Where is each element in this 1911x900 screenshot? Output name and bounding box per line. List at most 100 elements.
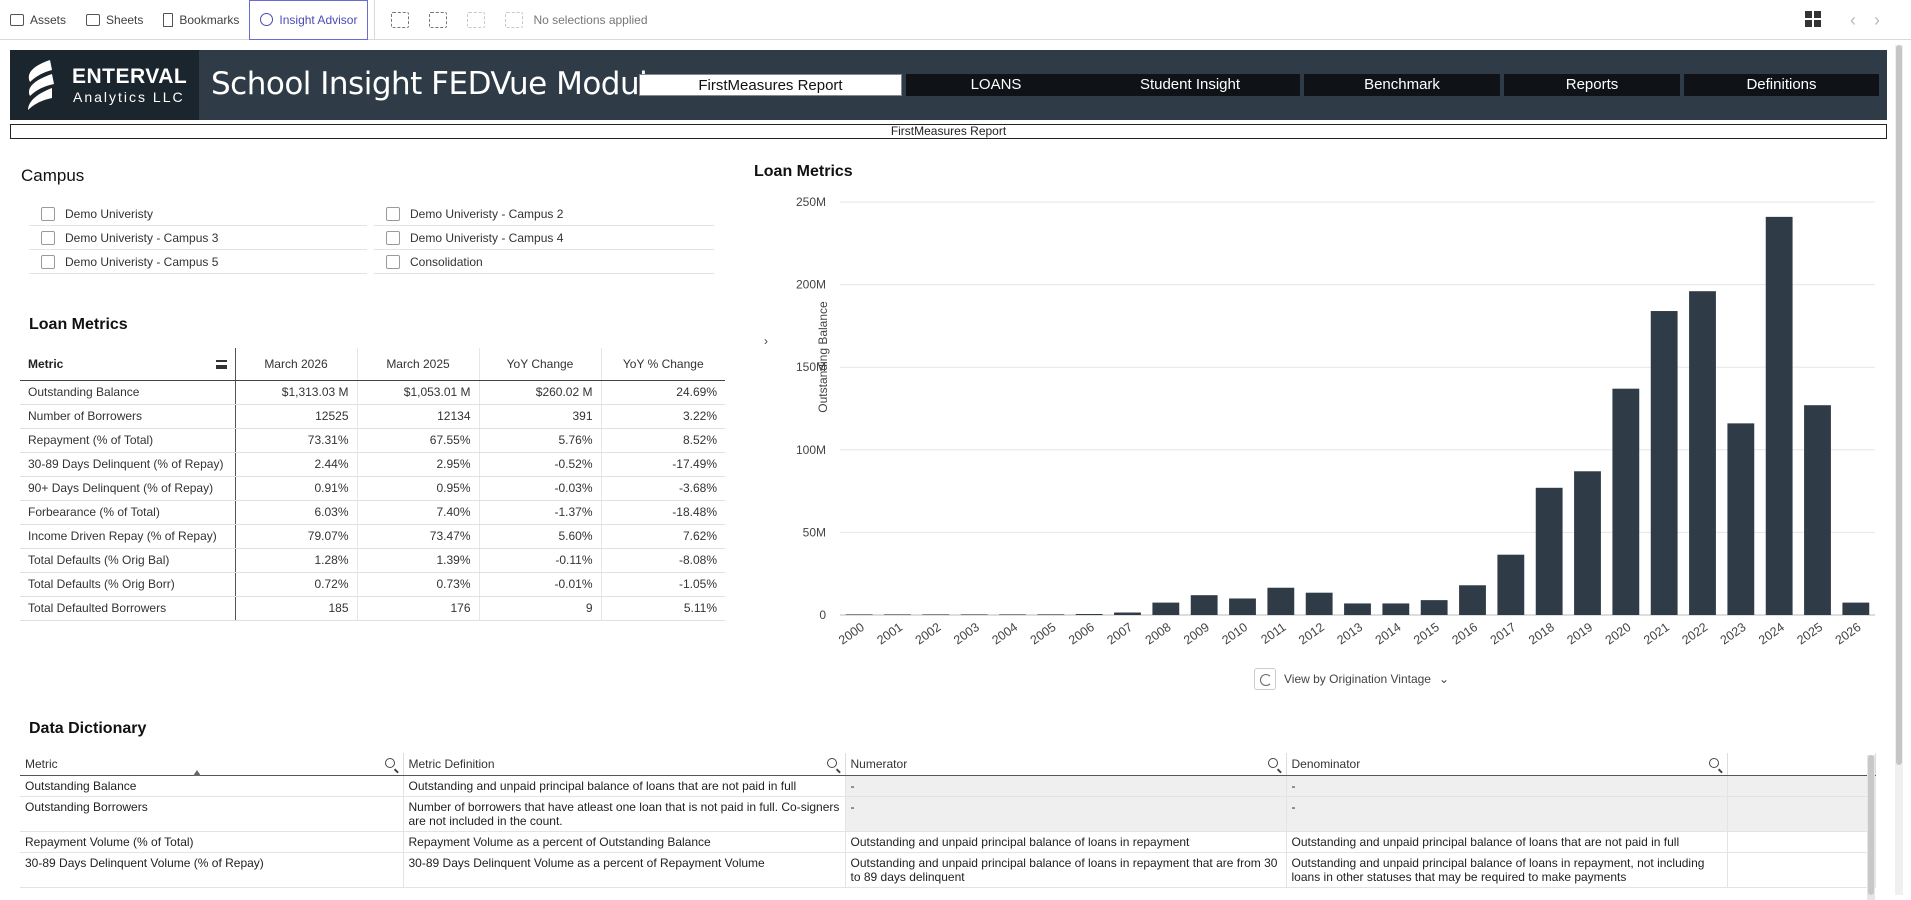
nav-firstmeasures-report[interactable]: FirstMeasures Report (639, 74, 902, 96)
search-icon[interactable] (384, 758, 395, 768)
checkbox[interactable] (41, 254, 55, 269)
table-header-row: Metric Metric Definition Numerator Denom… (20, 753, 1876, 776)
table-row[interactable]: Total Defaults (% Orig Bal) 1.28% 1.39% -0.… (20, 548, 725, 573)
chart-bar[interactable] (1574, 471, 1601, 615)
clear-selections-icon[interactable] (505, 11, 524, 28)
insight-advisor-button[interactable]: Insight Advisor (249, 0, 369, 40)
chart-bar[interactable] (845, 614, 873, 615)
chart-bar[interactable] (1497, 554, 1525, 615)
menu-icon[interactable] (215, 360, 227, 369)
metric-value-cell: -0.11% (478, 548, 601, 573)
bookmarks-button[interactable]: Bookmarks (153, 0, 249, 40)
search-icon[interactable] (826, 758, 837, 768)
chart-bar[interactable] (884, 614, 911, 615)
checkbox[interactable] (386, 230, 400, 245)
table-row[interactable]: Repayment Volume (% of Total) Repayment V… (20, 831, 1876, 853)
table-row[interactable]: Outstanding Borrowers Number of borrowers… (20, 796, 1876, 832)
x-tick-label: 2005 (1028, 620, 1059, 647)
table-row[interactable]: Outstanding Balance Outstanding and unpai… (20, 775, 1876, 797)
column-header-yoy-pct-change[interactable]: YoY % Change (600, 348, 725, 381)
table-scrollbar[interactable] (1867, 755, 1875, 900)
chart-bar[interactable] (1267, 587, 1295, 615)
checkbox[interactable] (41, 206, 55, 221)
chart-bar[interactable] (1190, 595, 1218, 615)
checkbox[interactable] (41, 230, 55, 245)
table-row[interactable]: Number of Borrowers 12525 12134 391 3.22% (20, 404, 725, 429)
nav-benchmark[interactable]: Benchmark (1304, 74, 1500, 96)
campus-option[interactable]: Demo Univeristy - Campus 4 (374, 226, 714, 250)
previous-sheet-icon[interactable]: ‹ (1850, 9, 1856, 30)
table-row[interactable]: Forbearance (% of Total) 6.03% 7.40% -1.37%… (20, 500, 725, 525)
column-header-march-2026[interactable]: March 2026 (234, 348, 357, 381)
chevron-right-icon[interactable]: › (764, 334, 768, 348)
table-row[interactable]: 30-89 Days Delinquent Volume (% of Repay… (20, 852, 1876, 888)
nav-loans[interactable]: LOANS (906, 74, 1086, 96)
sort-ascending-icon[interactable] (193, 769, 201, 776)
campus-option[interactable]: Demo Univeristy - Campus 5 (29, 250, 367, 274)
column-header-march-2025[interactable]: March 2025 (356, 348, 479, 381)
chart-bar[interactable] (1689, 291, 1716, 615)
metric-value-cell: 24.69% (600, 380, 725, 405)
dictionary-definition-cell: 30-89 Days Delinquent Volume as a percen… (403, 852, 846, 888)
chart-bar[interactable] (1804, 405, 1831, 615)
table-row[interactable]: 90+ Days Delinquent (% of Repay) 0.91% 0.9… (20, 476, 725, 501)
metric-value-cell: 5.76% (478, 428, 601, 453)
chart-bar[interactable] (1727, 423, 1755, 615)
chart-bar[interactable] (1344, 603, 1371, 615)
chart-bar[interactable] (1229, 598, 1256, 615)
chart-bar[interactable] (1535, 487, 1563, 615)
view-by-dropdown[interactable]: View by Origination Vintage ⌄ (1254, 668, 1449, 690)
next-sheet-icon[interactable]: › (1874, 9, 1880, 30)
table-row[interactable]: Total Defaults (% Orig Borr) 0.72% 0.73% -0… (20, 572, 725, 597)
nav-reports[interactable]: Reports (1504, 74, 1680, 96)
campus-option[interactable]: Demo Univeristy - Campus 3 (29, 226, 367, 250)
chart-bar[interactable] (1152, 602, 1180, 615)
search-icon[interactable] (1267, 758, 1278, 768)
nav-student-insight[interactable]: Student Insight (1080, 74, 1300, 96)
chart-bar[interactable] (1459, 585, 1486, 615)
lasso-select-icon[interactable] (429, 11, 448, 28)
column-header-definition[interactable]: Metric Definition (403, 753, 846, 776)
chart-bar[interactable] (960, 614, 988, 615)
assets-button[interactable]: Assets (0, 0, 76, 40)
chart-bar[interactable] (1114, 612, 1141, 615)
table-row[interactable]: Income Driven Repay (% of Repay) 79.07% 73… (20, 524, 725, 549)
grid-menu-icon[interactable] (1805, 11, 1821, 27)
checkbox[interactable] (386, 254, 400, 269)
table-row[interactable]: 30-89 Days Delinquent (% of Repay) 2.44% 2… (20, 452, 725, 477)
column-header-label: Metric Definition (408, 756, 495, 771)
chart-bar[interactable] (1612, 388, 1640, 615)
column-header-yoy-change[interactable]: YoY Change (478, 348, 601, 381)
table-row[interactable]: Outstanding Balance $1,313.03 M $1,053.01 … (20, 380, 725, 405)
column-header-metric[interactable]: Metric (20, 753, 404, 776)
chart-bar[interactable] (922, 614, 950, 615)
campus-option[interactable]: Demo Univeristy (29, 202, 367, 226)
table-row[interactable]: Total Defaulted Borrowers 185 176 9 5.11% (20, 596, 725, 621)
nav-definitions[interactable]: Definitions (1684, 74, 1879, 96)
cycle-dimension-icon[interactable] (1254, 668, 1276, 690)
smart-search-icon[interactable] (391, 11, 410, 28)
table-row[interactable]: Repayment (% of Total) 73.31% 67.55% 5.76% 8… (20, 428, 725, 453)
chart-bar[interactable] (1037, 614, 1065, 615)
search-icon[interactable] (1708, 758, 1719, 768)
page-scrollbar[interactable] (1895, 45, 1903, 895)
x-tick-label: 2008 (1143, 620, 1174, 647)
chart-bar[interactable] (999, 614, 1026, 615)
sheet-navigation: ‹ › (1850, 0, 1880, 40)
chart-bar[interactable] (1382, 603, 1410, 615)
step-back-icon[interactable] (467, 11, 486, 28)
chart-bar[interactable] (1305, 592, 1333, 615)
chart-bar[interactable] (1650, 311, 1678, 615)
sheets-button[interactable]: Sheets (76, 0, 153, 40)
campus-option[interactable]: Consolidation (374, 250, 714, 274)
column-header-numerator[interactable]: Numerator (845, 753, 1287, 776)
chart-bar[interactable] (1765, 216, 1793, 616)
chart-bar[interactable] (1420, 600, 1448, 615)
column-header-metric[interactable]: Metric (20, 348, 236, 381)
campus-option[interactable]: Demo Univeristy - Campus 2 (374, 202, 714, 226)
column-header-denominator[interactable]: Denominator (1286, 753, 1728, 776)
checkbox[interactable] (386, 206, 400, 221)
chart-bar[interactable] (1075, 614, 1103, 615)
loan-metrics-bar-chart[interactable]: 0 50M 100M 150M 200M 250M 2000 2001 2002 2003 2004… (750, 160, 1880, 650)
chart-bar[interactable] (1842, 602, 1870, 615)
